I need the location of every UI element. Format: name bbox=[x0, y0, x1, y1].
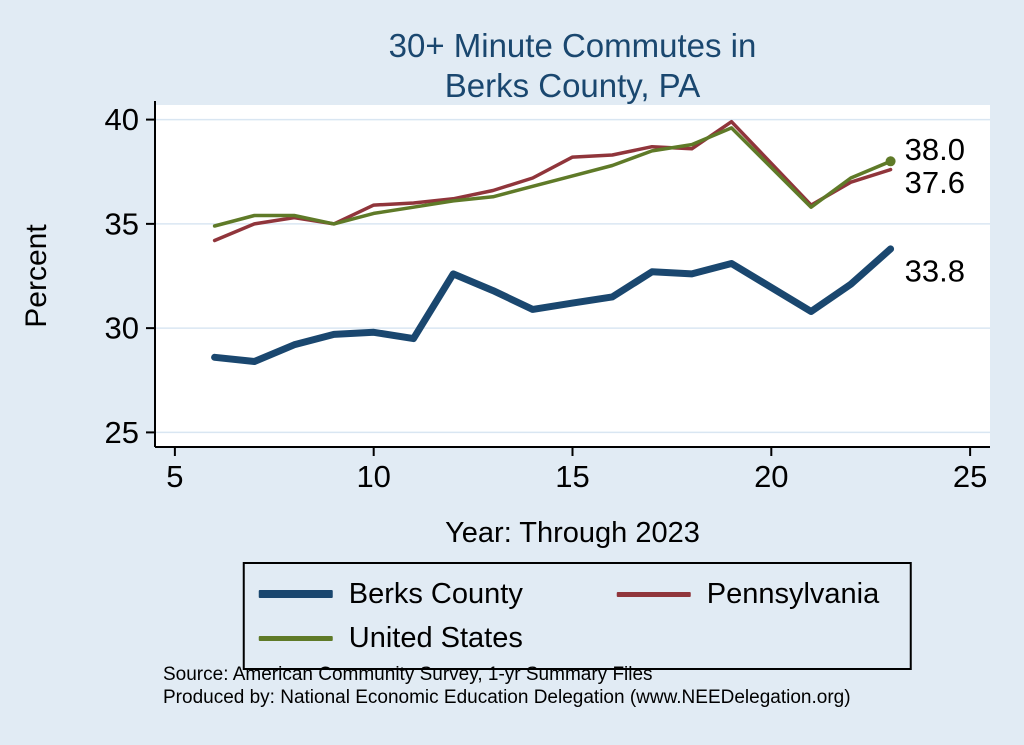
end-label-united-states: 38.0 bbox=[905, 132, 965, 167]
series-line-united-states bbox=[212, 126, 893, 228]
legend-item-berks-county: Berks County bbox=[258, 572, 617, 616]
legend-swatch-berks-county bbox=[258, 590, 333, 598]
us-endpoint-marker bbox=[885, 156, 896, 167]
x-tick-label-20: 20 bbox=[754, 459, 788, 494]
chart-title: 30+ Minute Commutes in Berks County, PA bbox=[155, 26, 990, 106]
legend-swatch-pennsylvania bbox=[616, 591, 691, 597]
legend-item-pennsylvania: Pennsylvania bbox=[616, 572, 880, 616]
x-tick-label-10: 10 bbox=[356, 459, 390, 494]
y-tick-label-35: 35 bbox=[105, 206, 139, 241]
y-tick-label-40: 40 bbox=[105, 102, 139, 137]
legend-label: Berks County bbox=[348, 577, 523, 610]
y-axis-label: Percent bbox=[20, 224, 53, 328]
chart-title-line1: 30+ Minute Commutes in bbox=[388, 27, 757, 64]
x-axis-label: Year: Through 2023 bbox=[445, 517, 700, 549]
legend-label: Pennsylvania bbox=[706, 577, 880, 610]
source-note: Source: American Community Survey, 1-yr … bbox=[163, 663, 851, 709]
end-label-berks-county: 33.8 bbox=[905, 253, 965, 288]
end-label-pennsylvania: 37.6 bbox=[905, 165, 965, 200]
source-line2: Produced by: National Economic Education… bbox=[163, 687, 851, 708]
chart-title-line2: Berks County, PA bbox=[444, 67, 701, 104]
plot-area bbox=[155, 105, 990, 447]
legend-item-united-states: United States bbox=[258, 616, 617, 660]
x-tick-label-15: 15 bbox=[555, 459, 589, 494]
legend: Berks County Pennsylvania United States bbox=[242, 562, 912, 670]
legend-label: United States bbox=[348, 621, 523, 654]
legend-swatch-united-states bbox=[258, 635, 333, 641]
y-tick-label-30: 30 bbox=[105, 311, 139, 346]
x-tick-label-25: 25 bbox=[953, 459, 987, 494]
series-line-berks-county bbox=[211, 245, 895, 365]
source-line1: Source: American Community Survey, 1-yr … bbox=[163, 664, 653, 685]
x-tick-label-5: 5 bbox=[166, 459, 183, 494]
y-tick-label-25: 25 bbox=[105, 415, 139, 450]
